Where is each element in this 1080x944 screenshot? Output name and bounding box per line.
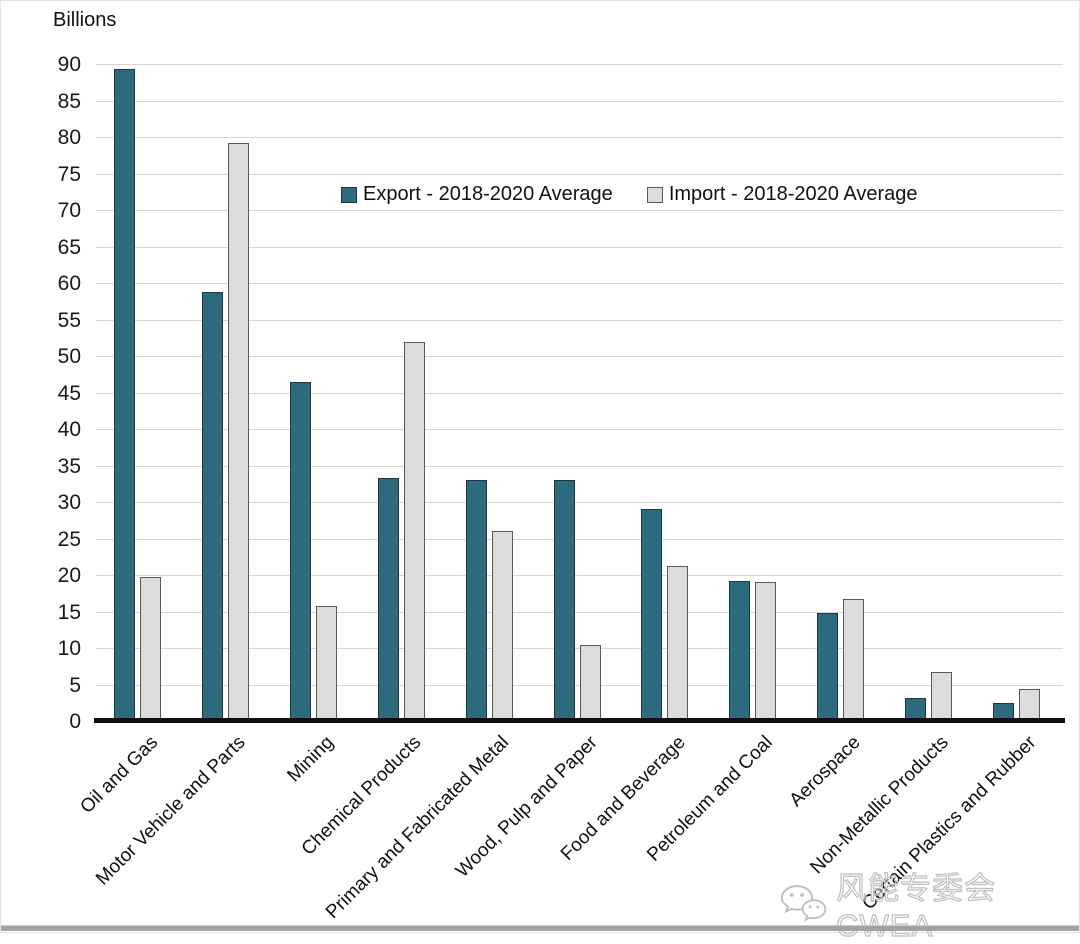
import-bar — [755, 582, 776, 719]
y-tick-label: 60 — [57, 272, 81, 295]
gridline — [96, 429, 1063, 430]
y-tick-label: 80 — [57, 126, 81, 149]
gridline — [96, 64, 1063, 65]
y-tick-label: 55 — [57, 309, 81, 332]
export-bar — [817, 613, 838, 719]
gridline — [96, 466, 1063, 467]
x-axis-label: Aerospace — [785, 732, 866, 812]
export-bar — [202, 292, 223, 719]
legend-item-import: Import - 2018-2020 Average — [646, 183, 918, 206]
y-tick-label: 65 — [57, 236, 81, 259]
import-bar — [140, 577, 161, 719]
x-axis-line — [94, 718, 1065, 723]
export-bar — [905, 698, 926, 719]
gridline — [96, 137, 1063, 138]
y-tick-label: 50 — [57, 345, 81, 368]
export-bar — [290, 382, 311, 719]
y-tick-label: 35 — [57, 455, 81, 478]
gridline — [96, 247, 1063, 248]
y-tick-label: 20 — [57, 564, 81, 587]
gridline — [96, 539, 1063, 540]
y-tick-label: 5 — [69, 674, 81, 697]
gridline — [96, 612, 1063, 613]
watermark-text: 风能专委会CWEA — [836, 870, 997, 943]
legend-label-export: Export - 2018-2020 Average — [363, 183, 613, 205]
wechat-icon — [780, 884, 827, 922]
y-tick-label: 90 — [57, 53, 81, 76]
gridline — [96, 356, 1063, 357]
export-bar — [114, 69, 135, 719]
gridline — [96, 320, 1063, 321]
gridline — [96, 283, 1063, 284]
export-legend-swatch-icon — [341, 186, 357, 203]
x-axis-label: Mining — [283, 732, 338, 787]
import-bar — [1019, 689, 1040, 719]
y-tick-label: 15 — [57, 601, 81, 624]
y-tick-label: 70 — [57, 199, 81, 222]
legend: Export - 2018-2020 Average Import - 2018… — [341, 183, 918, 206]
legend-item-export: Export - 2018-2020 Average — [341, 183, 613, 206]
import-bar — [404, 342, 425, 719]
y-tick-label: 0 — [69, 710, 81, 733]
import-bar — [228, 143, 249, 719]
gridline — [96, 101, 1063, 102]
y-tick-label: 30 — [57, 491, 81, 514]
gridline — [96, 393, 1063, 394]
import-bar — [667, 566, 688, 719]
gridline — [96, 502, 1063, 503]
y-tick-label: 10 — [57, 637, 81, 660]
bottom-edge-strip — [1, 925, 1079, 931]
y-tick-label: 25 — [57, 528, 81, 551]
y-tick-label: 85 — [57, 90, 81, 113]
gridline — [96, 210, 1063, 211]
import-bar — [316, 606, 337, 719]
gridline — [96, 174, 1063, 175]
export-bar — [466, 480, 487, 719]
gridline — [96, 685, 1063, 686]
export-bar — [993, 703, 1014, 719]
y-tick-label: 40 — [57, 418, 81, 441]
x-axis-label: Oil and Gas — [76, 732, 162, 818]
gridline — [96, 575, 1063, 576]
x-axis-label: Motor Vehicle and Parts — [92, 732, 250, 890]
import-bar — [931, 672, 952, 719]
import-bar — [580, 645, 601, 719]
export-bar — [378, 478, 399, 719]
legend-label-import: Import - 2018-2020 Average — [668, 183, 918, 205]
gridline — [96, 648, 1063, 649]
import-legend-swatch-icon — [646, 186, 663, 203]
y-axis-title: Billions — [53, 9, 117, 31]
export-bar — [641, 509, 662, 719]
y-tick-label: 45 — [57, 382, 81, 405]
y-tick-label: 75 — [57, 163, 81, 186]
export-bar — [554, 480, 575, 719]
import-bar — [492, 531, 513, 719]
x-axis-label: Primary and Fabricated Metal — [322, 732, 514, 924]
export-bar — [729, 581, 750, 719]
import-bar — [843, 599, 864, 719]
watermark: 风能专委会CWEA — [779, 863, 1079, 944]
